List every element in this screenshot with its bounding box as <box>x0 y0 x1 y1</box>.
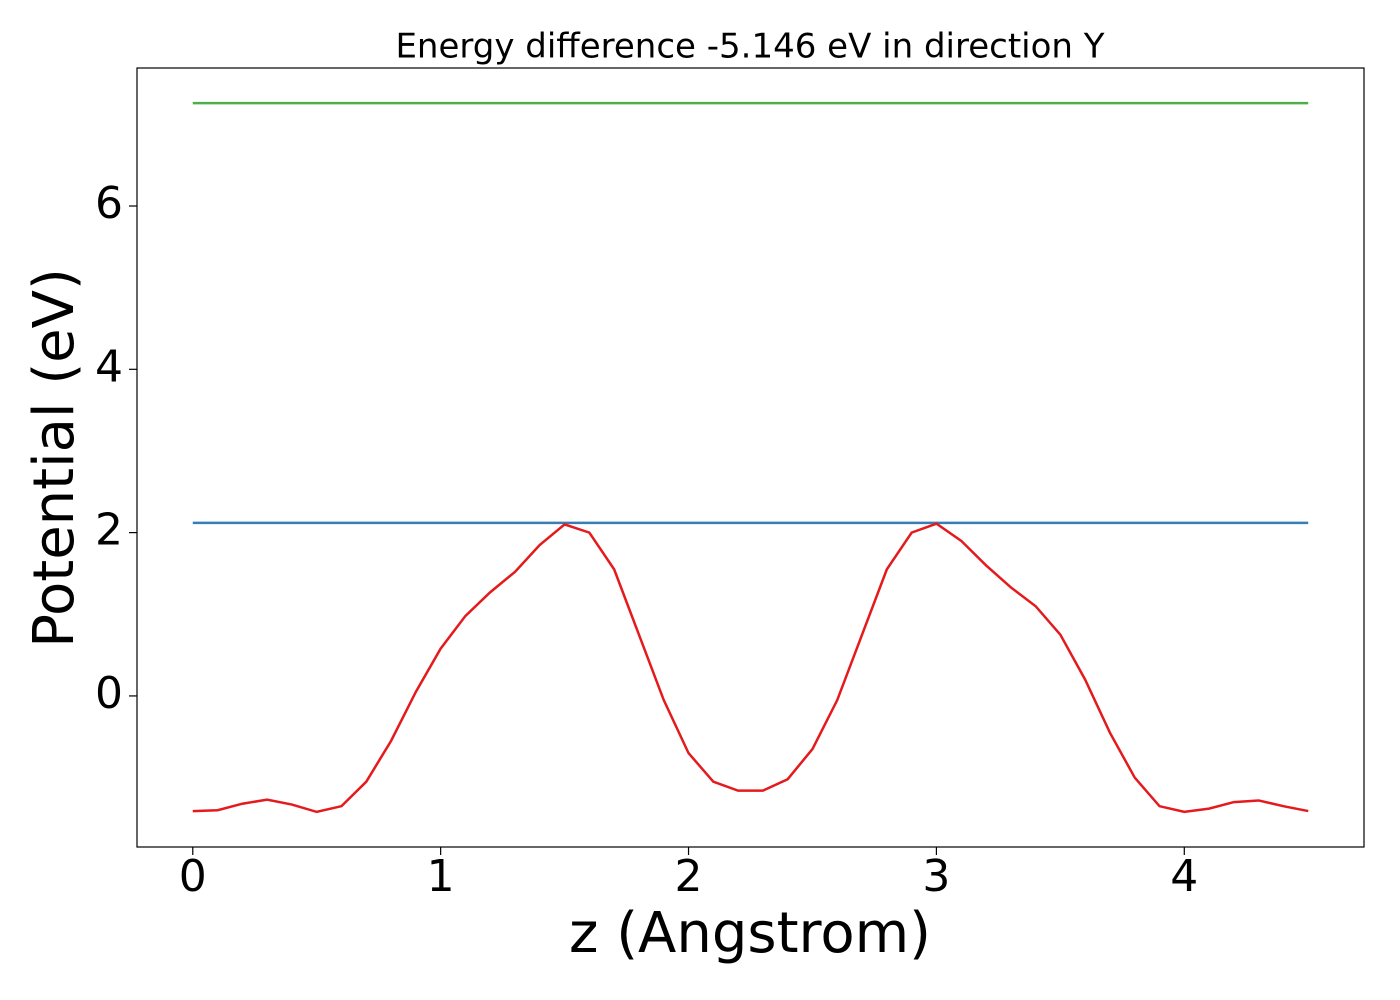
plot-frame <box>136 67 1365 848</box>
y-tick-label: 4 <box>95 341 123 392</box>
y-tick-label: 0 <box>95 668 123 719</box>
x-tick-label: 3 <box>922 851 950 902</box>
x-tick-label: 1 <box>427 851 455 902</box>
chart-title: Energy difference -5.146 eV in direction… <box>395 27 1104 67</box>
x-tick-label: 2 <box>675 851 703 902</box>
x-tick-label: 4 <box>1170 851 1198 902</box>
x-tick-label: 0 <box>179 851 207 902</box>
y-tick-label: 2 <box>95 505 123 556</box>
x-axis-label: z (Angstrom) <box>569 901 931 966</box>
y-tick-label: 6 <box>95 178 123 229</box>
data-line <box>192 522 1309 814</box>
y-axis-label: Potential (eV) <box>22 268 87 648</box>
